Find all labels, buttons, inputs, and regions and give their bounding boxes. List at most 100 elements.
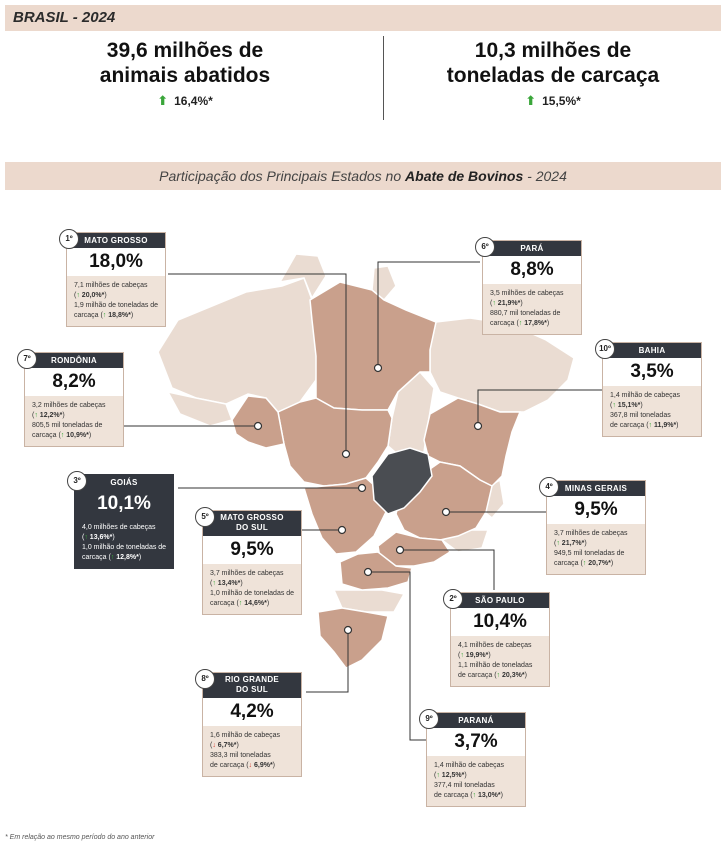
arrow-up-icon: ↑ bbox=[582, 560, 587, 567]
state-heads: 1,6 milhão de cabeças bbox=[210, 732, 281, 739]
state-share: 9,5% bbox=[203, 536, 301, 564]
arrow-up-icon: ↑ bbox=[648, 422, 653, 429]
state-name-line2: DO SUL bbox=[235, 523, 269, 532]
arrow-up-icon: ↑ bbox=[436, 772, 440, 779]
arrow-up-icon: ⬆ bbox=[157, 93, 169, 108]
state-tons-prefix: carcaça bbox=[490, 320, 515, 327]
state-name: PARÁ bbox=[483, 241, 581, 256]
state-card-rondonia: RONDÔNIA 8,2% 3,2 milhões de cabeças (↑ … bbox=[24, 352, 124, 447]
state-amazonas bbox=[157, 277, 319, 413]
rank-badge: 6º bbox=[475, 237, 495, 257]
arrow-up-icon: ↑ bbox=[212, 580, 216, 587]
rank-badge: 1º bbox=[59, 229, 79, 249]
state-details: 3,2 milhões de cabeças (↑ 12,2%*) 805,5 … bbox=[25, 396, 123, 446]
leader-line-rio-grande-do-sul bbox=[306, 630, 349, 693]
state-name: RONDÔNIA bbox=[25, 353, 123, 368]
state-heads: 3,7 milhões de cabeças bbox=[210, 570, 284, 577]
state-tons-change: 14,6%* bbox=[244, 600, 267, 607]
section-title-pre: Participação dos Principais Estados no bbox=[159, 168, 406, 184]
state-bahia bbox=[423, 397, 522, 487]
state-tons-change: 11,9%* bbox=[653, 422, 677, 429]
state-card-goias: GOIÁS 10,1% 4,0 milhões de cabeças (↑ 13… bbox=[74, 474, 174, 569]
state-tons: 377,4 mil toneladas bbox=[434, 782, 495, 789]
state-tons: 805,5 mil toneladas de bbox=[32, 422, 103, 429]
arrow-up-icon: ↑ bbox=[84, 534, 88, 541]
state-name: RIO GRANDE DO SUL bbox=[203, 673, 301, 698]
state-name-line1: RIO GRANDE bbox=[224, 675, 280, 684]
rank-badge: 3º bbox=[67, 471, 87, 491]
state-tons-prefix: de carcaça bbox=[458, 672, 493, 679]
state-heads-change: 21,7%* bbox=[561, 540, 585, 547]
state-heads: 1,4 milhão de cabeças bbox=[434, 762, 505, 769]
state-tons: 1,9 milhão de toneladas de bbox=[74, 302, 159, 309]
section-band: Participação dos Principais Estados no A… bbox=[5, 162, 721, 190]
arrow-down-icon: ↓ bbox=[212, 742, 216, 749]
rank-badge: 9º bbox=[419, 709, 439, 729]
kpi-animals-change-value: 16,4%* bbox=[174, 94, 213, 108]
dot-mato-grosso-do-sul bbox=[337, 525, 347, 535]
state-share: 8,2% bbox=[25, 368, 123, 396]
state-name: MINAS GERAIS bbox=[547, 481, 645, 496]
dot-sao-paulo bbox=[395, 545, 405, 555]
state-card-minas-gerais: MINAS GERAIS 9,5% 3,7 milhões de cabeças… bbox=[546, 480, 646, 575]
state-heads-change: 19,9%* bbox=[465, 652, 489, 659]
state-share: 9,5% bbox=[547, 496, 645, 524]
arrow-up-icon: ↑ bbox=[472, 792, 477, 799]
kpi-carcass-title-line2: toneladas de carcaça bbox=[446, 64, 660, 87]
state-card-bahia: BAHIA 3,5% 1,4 milhão de cabeças (↑ 15,1… bbox=[602, 342, 702, 437]
state-details: 4,1 milhões de cabeças (↑ 19,9%*) 1,1 mi… bbox=[451, 636, 549, 686]
state-tons-prefix: carcaça bbox=[554, 560, 579, 567]
section-title-post: - 2024 bbox=[523, 168, 567, 184]
state-para bbox=[309, 281, 437, 411]
state-card-parana: PARANÁ 3,7% 1,4 milhão de cabeças (↑ 12,… bbox=[426, 712, 526, 807]
state-heads-change: 13,4%* bbox=[217, 580, 241, 587]
state-name-line2: DO SUL bbox=[235, 685, 269, 694]
state-heads: 4,0 milhões de cabeças bbox=[82, 524, 156, 531]
state-share: 10,1% bbox=[75, 490, 173, 518]
state-tons-prefix: carcaça bbox=[74, 312, 99, 319]
state-tons: 367,8 mil toneladas bbox=[610, 412, 671, 419]
rank-badge: 10º bbox=[595, 339, 615, 359]
state-share: 18,0% bbox=[67, 248, 165, 276]
rank-badge: 8º bbox=[195, 669, 215, 689]
kpi-carcass-change: ⬆ 15,5%* bbox=[385, 93, 721, 109]
state-heads: 1,4 milhão de cabeças bbox=[610, 392, 681, 399]
state-details: 3,7 milhões de cabeças (↑ 21,7%*) 949,5 … bbox=[547, 524, 645, 574]
rank-badge: 7º bbox=[17, 349, 37, 369]
kpi-carcass: 10,3 milhões de toneladas de carcaça ⬆ 15… bbox=[385, 38, 721, 118]
state-heads-change: 6,7%* bbox=[217, 742, 237, 749]
state-details: 7,1 milhões de cabeças (↑ 20,0%*) 1,9 mi… bbox=[74, 282, 159, 319]
state-heads: 3,2 milhões de cabeças bbox=[32, 402, 106, 409]
state-heads: 7,1 milhões de cabeças bbox=[74, 282, 148, 289]
state-tons: 880,7 mil toneladas de bbox=[490, 310, 561, 317]
dot-minas-gerais bbox=[441, 507, 451, 517]
state-mato-grosso-do-sul bbox=[303, 477, 387, 555]
footnote: * Em relação ao mesmo período do ano ant… bbox=[5, 834, 155, 841]
dot-rio-grande-do-sul bbox=[343, 625, 353, 635]
state-name: SÃO PAULO bbox=[451, 593, 549, 608]
state-share: 8,8% bbox=[483, 256, 581, 284]
state-name: MATO GROSSO bbox=[67, 233, 165, 248]
state-heads: 3,7 milhões de cabeças bbox=[554, 530, 628, 537]
state-name: GOIÁS bbox=[75, 475, 173, 490]
state-tons: 1,0 milhão de toneladas de bbox=[82, 544, 167, 551]
state-heads-change: 21,9%* bbox=[497, 300, 521, 307]
state-heads: 4,1 milhões de cabeças bbox=[458, 642, 532, 649]
arrow-up-icon: ↑ bbox=[556, 540, 560, 547]
state-share: 10,4% bbox=[451, 608, 549, 636]
leader-line-mato-grosso bbox=[168, 273, 347, 454]
arrow-up-icon: ↑ bbox=[34, 412, 38, 419]
state-tons-prefix: de carcaça bbox=[434, 792, 469, 799]
state-tons: 1,1 milhão de toneladas bbox=[458, 662, 533, 669]
kpi-carcass-title-line1: 10,3 milhões de bbox=[474, 39, 632, 62]
state-name: BAHIA bbox=[603, 343, 701, 358]
state-share: 3,7% bbox=[427, 728, 525, 756]
kpi-divider bbox=[383, 36, 384, 120]
state-goias bbox=[371, 447, 433, 515]
state-tons-prefix: de carcaça bbox=[210, 762, 245, 769]
state-details: 1,4 milhão de cabeças (↑ 12,5%*) 377,4 m… bbox=[427, 756, 525, 806]
kpi-animals: 39,6 milhões de animais abatidos ⬆ 16,4%* bbox=[5, 38, 365, 118]
leader-line-sao-paulo bbox=[400, 549, 495, 590]
kpi-carcass-change-value: 15,5%* bbox=[542, 94, 581, 108]
